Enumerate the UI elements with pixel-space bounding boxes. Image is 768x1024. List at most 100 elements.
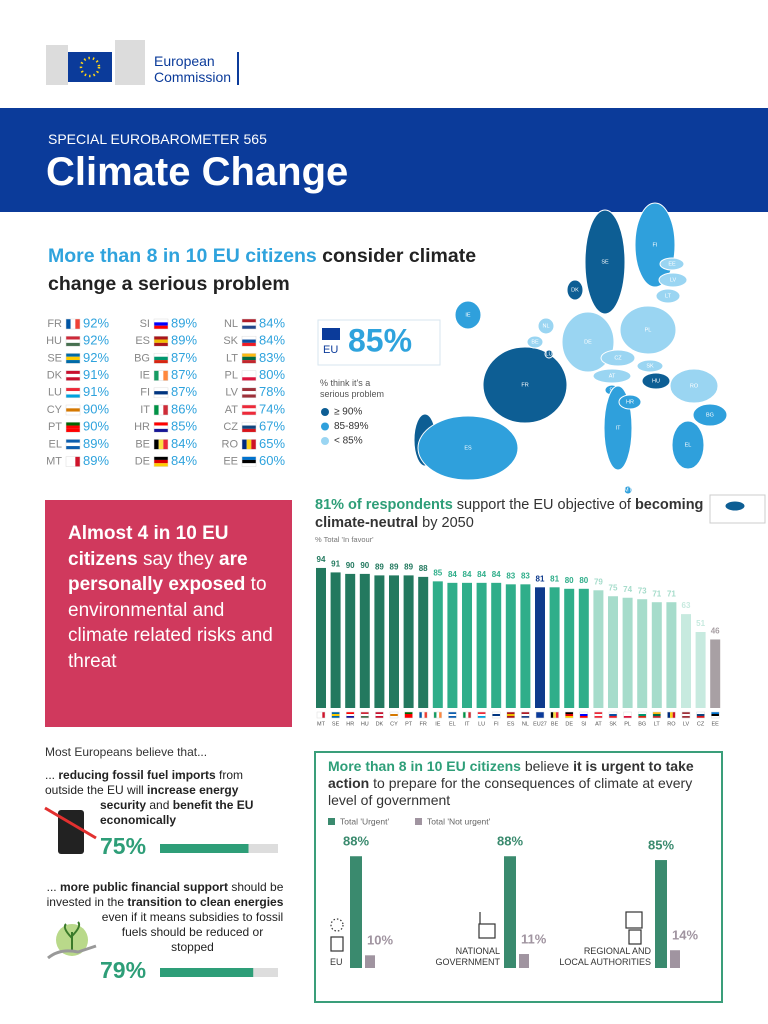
flag-stripe xyxy=(506,716,515,718)
flag-border xyxy=(389,711,399,719)
country-value: 67% xyxy=(259,419,285,434)
map-label: SK xyxy=(646,363,654,369)
text-segment: more public financial support xyxy=(59,880,228,894)
flag-border xyxy=(345,711,355,719)
map-label: DE xyxy=(584,339,592,345)
x-tick-label: ES xyxy=(507,721,515,727)
flag-stripe xyxy=(154,459,168,464)
flag-stripe xyxy=(66,319,71,329)
flag-stripe xyxy=(477,714,486,716)
flag-stripe xyxy=(652,712,661,714)
text-segment: transition to clean energies xyxy=(127,895,284,909)
country-value: 74% xyxy=(259,401,285,416)
flag-border xyxy=(418,711,428,719)
flag-border xyxy=(65,353,81,364)
x-tick-label: CZ xyxy=(697,721,705,727)
flag-stripe xyxy=(66,422,80,426)
value-label: 10% xyxy=(367,933,393,948)
country-code: LU xyxy=(48,387,62,399)
flag-stripe xyxy=(163,405,168,415)
country-code: FR xyxy=(47,318,62,330)
flag-stripe xyxy=(609,714,617,716)
country-code: HR xyxy=(134,421,150,433)
country-code: LT xyxy=(226,352,238,364)
map-label: EL xyxy=(685,442,692,448)
x-tick-label: FR xyxy=(420,721,427,727)
value-label: 89 xyxy=(404,562,413,571)
x-tick-label: BG xyxy=(638,721,646,727)
flag-border xyxy=(153,335,169,347)
map-label: IE xyxy=(465,312,471,318)
country-code: IT xyxy=(140,404,150,416)
value-label: 89 xyxy=(390,562,399,571)
country-value: 92% xyxy=(83,350,109,365)
flag-stripe xyxy=(672,712,676,718)
flag-stripe xyxy=(242,353,256,357)
headline: More than 8 in 10 EU citizens consider c… xyxy=(48,242,488,298)
flag-stripe xyxy=(66,411,80,415)
country-value: 84% xyxy=(171,453,197,468)
flag-stripe xyxy=(163,439,168,450)
flag-stripe xyxy=(652,716,661,718)
x-tick-label: LV xyxy=(683,721,690,727)
bar xyxy=(330,572,341,708)
flag-stripe xyxy=(492,714,501,716)
bar xyxy=(666,602,677,708)
bar xyxy=(345,573,356,708)
country-code: ES xyxy=(135,335,150,347)
believe-value: 75% xyxy=(100,833,146,859)
value-label: 91 xyxy=(331,560,340,569)
flag-stripe xyxy=(521,712,530,714)
flag-border xyxy=(65,318,81,330)
bar xyxy=(710,639,721,708)
flag-stripe xyxy=(75,319,80,329)
org-name: Commission xyxy=(154,69,232,85)
country-code: BE xyxy=(135,438,150,450)
flag-stripe xyxy=(696,714,705,716)
flag-stripe xyxy=(696,716,705,718)
flag-stripe xyxy=(346,714,355,716)
flag-stripe xyxy=(154,456,168,460)
map-label: IT xyxy=(616,425,622,431)
text-segment: it is urgent to take action xyxy=(328,758,694,791)
urgent-box xyxy=(314,751,723,1003)
flag-stripe xyxy=(66,391,80,395)
country-value: 65% xyxy=(259,436,285,451)
text-segment: ... xyxy=(45,768,59,782)
country-code: AT xyxy=(225,404,239,416)
flag-border xyxy=(331,711,340,719)
flag-stripe xyxy=(66,394,80,398)
flag-stripe xyxy=(331,714,340,716)
x-tick-label: PL xyxy=(624,721,631,727)
flag-stripe xyxy=(154,356,168,361)
flag-stripe xyxy=(594,716,603,718)
flag-stripe xyxy=(70,456,76,467)
value-label: 80 xyxy=(565,576,574,585)
country-value: 89% xyxy=(171,315,197,330)
country-value: 89% xyxy=(83,436,109,451)
value-label: 88 xyxy=(419,564,428,573)
map-label: PL xyxy=(645,327,652,333)
bar xyxy=(670,950,680,968)
flag-border xyxy=(491,711,501,719)
value-label: 80 xyxy=(579,576,588,585)
bar xyxy=(520,584,531,708)
country-code: SE xyxy=(47,352,62,364)
country-shape xyxy=(671,420,705,470)
flag-stripe xyxy=(242,339,256,343)
flag-stripe xyxy=(158,370,164,381)
plant-icon xyxy=(47,921,97,960)
country-shape xyxy=(537,317,555,335)
flag-border xyxy=(594,711,603,719)
value-label: 71 xyxy=(652,589,661,598)
flag-stripe xyxy=(242,439,247,450)
country-code: SI xyxy=(140,318,150,330)
flag-stripe xyxy=(317,712,320,718)
flag-stripe xyxy=(555,712,559,718)
flag-stripe xyxy=(696,712,705,714)
believe-value: 79% xyxy=(100,957,146,983)
country-code: LV xyxy=(225,387,238,399)
flag-stripe xyxy=(154,463,168,467)
flag-stripe xyxy=(66,370,80,374)
flag-stripe xyxy=(465,712,469,718)
